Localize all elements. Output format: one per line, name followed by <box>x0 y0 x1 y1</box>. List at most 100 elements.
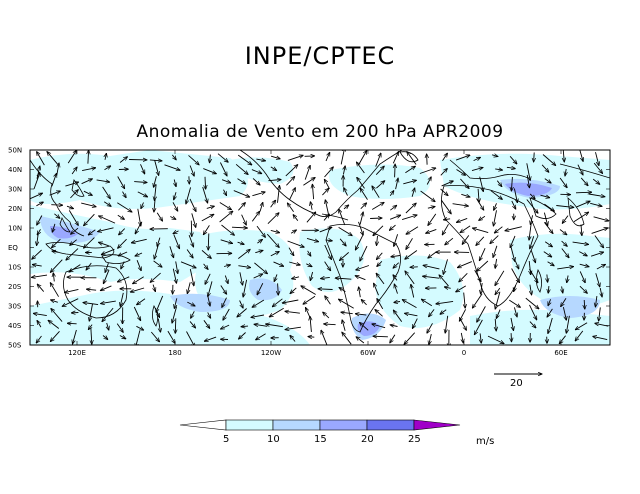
wind-vector <box>426 177 431 185</box>
wind-vector <box>252 299 265 307</box>
wind-vector <box>595 296 597 307</box>
wind-vector <box>135 253 143 256</box>
wind-vector <box>495 169 502 170</box>
wind-vector <box>376 181 384 189</box>
wind-vector <box>174 298 177 308</box>
wind-vector <box>287 203 294 212</box>
wind-vector <box>356 265 370 271</box>
wind-vector <box>121 261 125 269</box>
wind-vector <box>509 155 517 164</box>
wind-vector <box>102 307 114 322</box>
wind-vector <box>561 240 568 246</box>
wind-vector <box>285 311 300 313</box>
wind-vector <box>156 212 162 221</box>
legend-unit: m/s <box>476 436 494 447</box>
wind-vector <box>289 188 296 200</box>
wind-vector <box>270 252 279 257</box>
wind-vector <box>266 233 279 247</box>
wind-vector <box>595 152 599 165</box>
wind-vector <box>530 215 532 224</box>
wind-vector <box>487 335 504 344</box>
wind-vector <box>544 178 551 184</box>
wind-vector <box>393 310 403 322</box>
wind-vector <box>372 186 380 198</box>
wind-vector <box>529 268 538 283</box>
wind-vector <box>526 163 530 180</box>
wind-vector <box>543 251 552 257</box>
wind-vector <box>361 300 367 306</box>
wind-vector <box>493 210 497 226</box>
wind-vector <box>423 276 440 278</box>
wind-vector <box>494 226 503 233</box>
shade-zone-southern-ocean-10ms <box>540 296 600 318</box>
wind-vector <box>223 308 230 320</box>
institution-header: INPE/CPTEC <box>244 42 396 70</box>
wind-vector <box>373 336 388 337</box>
wind-vector <box>355 235 364 250</box>
wind-vector <box>260 202 263 212</box>
wind-vector <box>82 168 96 172</box>
wind-vector <box>223 265 230 267</box>
wind-vector <box>180 261 196 268</box>
wind-vector <box>33 173 40 190</box>
wind-vector <box>304 165 310 180</box>
wind-vector <box>273 261 284 266</box>
wind-vector <box>427 323 433 333</box>
wind-vector <box>33 313 47 315</box>
wind-vector <box>490 190 502 200</box>
legend-box-10-15 <box>272 419 321 431</box>
wind-vector <box>117 214 125 219</box>
coast-madagascar <box>536 269 542 293</box>
wind-vector <box>429 333 432 345</box>
wind-vector <box>392 152 398 164</box>
wind-vector <box>149 160 162 161</box>
wind-vector <box>566 315 570 334</box>
wind-vector <box>575 192 592 193</box>
shade-zone-west-pacific-10ms <box>40 216 100 243</box>
wind-vector <box>203 320 210 328</box>
lat-label: 40N <box>8 166 22 174</box>
wind-vector <box>48 320 60 329</box>
wind-vector <box>459 272 468 282</box>
wind-vector <box>559 229 567 235</box>
wind-vector <box>344 188 348 196</box>
wind-vector <box>172 202 178 211</box>
wind-vector <box>593 216 609 221</box>
wind-vector <box>83 303 99 305</box>
wind-vector <box>325 240 332 241</box>
wind-vector <box>238 249 250 259</box>
wind-vector <box>548 286 549 293</box>
wind-vector <box>120 292 124 306</box>
wind-vector <box>494 203 497 210</box>
wind-vector <box>355 276 366 281</box>
wind-vector <box>584 299 585 309</box>
wind-vector <box>513 188 517 203</box>
wind-vector <box>51 173 57 187</box>
shade-zone-west-pacific-15ms <box>50 226 78 239</box>
wind-vector <box>187 282 191 293</box>
wind-vector <box>339 288 346 293</box>
wind-vector <box>473 157 481 162</box>
wind-vector <box>391 256 401 257</box>
wind-vector <box>251 169 262 174</box>
wind-vector <box>292 277 300 279</box>
wind-vector <box>237 308 247 317</box>
wind-vector <box>105 153 106 160</box>
wind-vector <box>559 335 566 344</box>
wind-vector <box>443 259 448 274</box>
coast-arabia <box>529 197 557 219</box>
wind-vector <box>312 184 313 200</box>
wind-vector <box>221 224 235 235</box>
wind-vector <box>509 299 520 307</box>
wind-vector <box>290 335 296 342</box>
wind-vector <box>318 289 333 290</box>
wind-vector <box>37 233 39 246</box>
wind-vector <box>130 287 145 292</box>
wind-vector <box>189 321 196 328</box>
wind-vector <box>529 260 531 275</box>
wind-vector <box>169 246 174 257</box>
wind-vector <box>100 285 112 291</box>
wind-vector <box>377 235 378 246</box>
wind-vector <box>210 154 211 163</box>
wind-vector <box>561 248 569 258</box>
